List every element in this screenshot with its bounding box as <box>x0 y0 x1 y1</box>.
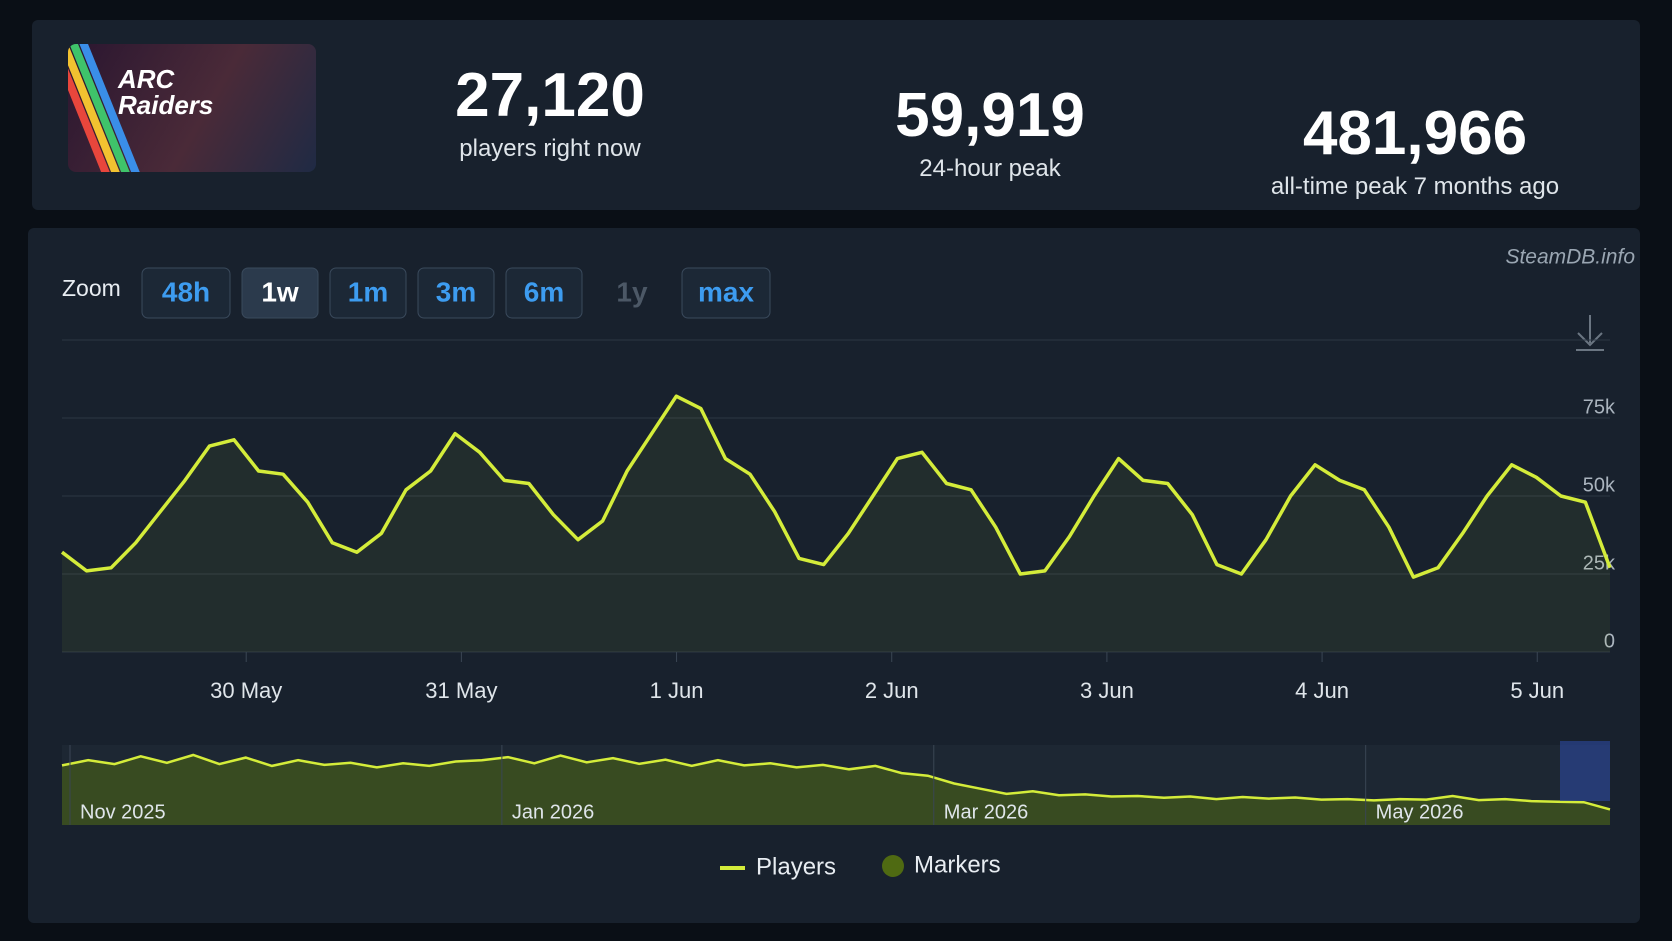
zoom-button-label[interactable]: max <box>698 276 754 307</box>
zoom-button[interactable] <box>329 267 407 319</box>
stat: 27,120 players right now <box>370 60 730 163</box>
zoom-button-label: 1y <box>616 276 648 307</box>
logo-text: ARC Raiders <box>118 64 214 120</box>
stat-value: 27,120 <box>455 61 645 130</box>
zoom-button[interactable] <box>417 267 495 319</box>
x-tick-label: 5 Jun <box>1510 678 1564 703</box>
navigator-line <box>61 753 1611 811</box>
zoom-button-label[interactable]: 3m <box>436 276 476 307</box>
navigator-area <box>62 755 1610 825</box>
zoom-button-label[interactable]: 6m <box>524 276 564 307</box>
navigator-label: Mar 2026 <box>944 801 1028 823</box>
y-tick-label: 50k <box>1583 474 1616 496</box>
zoom-button[interactable] <box>241 267 319 319</box>
y-tick-label: 75k <box>1583 396 1616 418</box>
x-tick-label: 30 May <box>210 678 282 703</box>
navigator-selection[interactable] <box>1560 741 1610 801</box>
legend-marker <box>882 855 904 877</box>
legend-label[interactable]: Players <box>756 853 836 880</box>
x-tick-label: 3 Jun <box>1080 678 1134 703</box>
download-icon[interactable] <box>1576 315 1604 351</box>
x-tick-label: 2 Jun <box>865 678 919 703</box>
stat-value: 59,919 <box>895 81 1085 150</box>
y-tick-label: 0 <box>1604 630 1615 652</box>
zoom-button-label[interactable]: 1m <box>348 276 388 307</box>
navigator-label: Jan 2026 <box>512 801 594 823</box>
line-area <box>62 396 1610 652</box>
stat: 481,966 all-time peak 7 months ago <box>1235 98 1595 201</box>
navigator-label: Nov 2025 <box>80 801 166 823</box>
game-logo: ARC Raiders <box>68 44 316 172</box>
zoom-button[interactable] <box>141 267 231 319</box>
zoom-button-label[interactable]: 48h <box>162 276 210 307</box>
stat: 59,919 24-hour peak <box>810 80 1170 183</box>
zoom-label: Zoom <box>62 275 121 301</box>
watermark: SteamDB.info <box>1505 246 1635 269</box>
zoom-button[interactable] <box>681 267 771 319</box>
navigator-label: May 2026 <box>1376 801 1464 823</box>
x-tick-label: 31 May <box>425 678 497 703</box>
zoom-button[interactable] <box>505 267 583 319</box>
stat-label: players right now <box>459 135 641 162</box>
line <box>60 394 1612 579</box>
stat-label: 24-hour peak <box>919 155 1061 182</box>
x-tick-label: 4 Jun <box>1295 678 1349 703</box>
stat-label: all-time peak 7 months ago <box>1270 173 1560 200</box>
zoom-button-label[interactable]: 1w <box>261 276 299 307</box>
stat-value: 481,966 <box>1302 99 1528 168</box>
legend-label[interactable]: Markers <box>914 851 1001 878</box>
x-tick-label: 1 Jun <box>650 678 704 703</box>
